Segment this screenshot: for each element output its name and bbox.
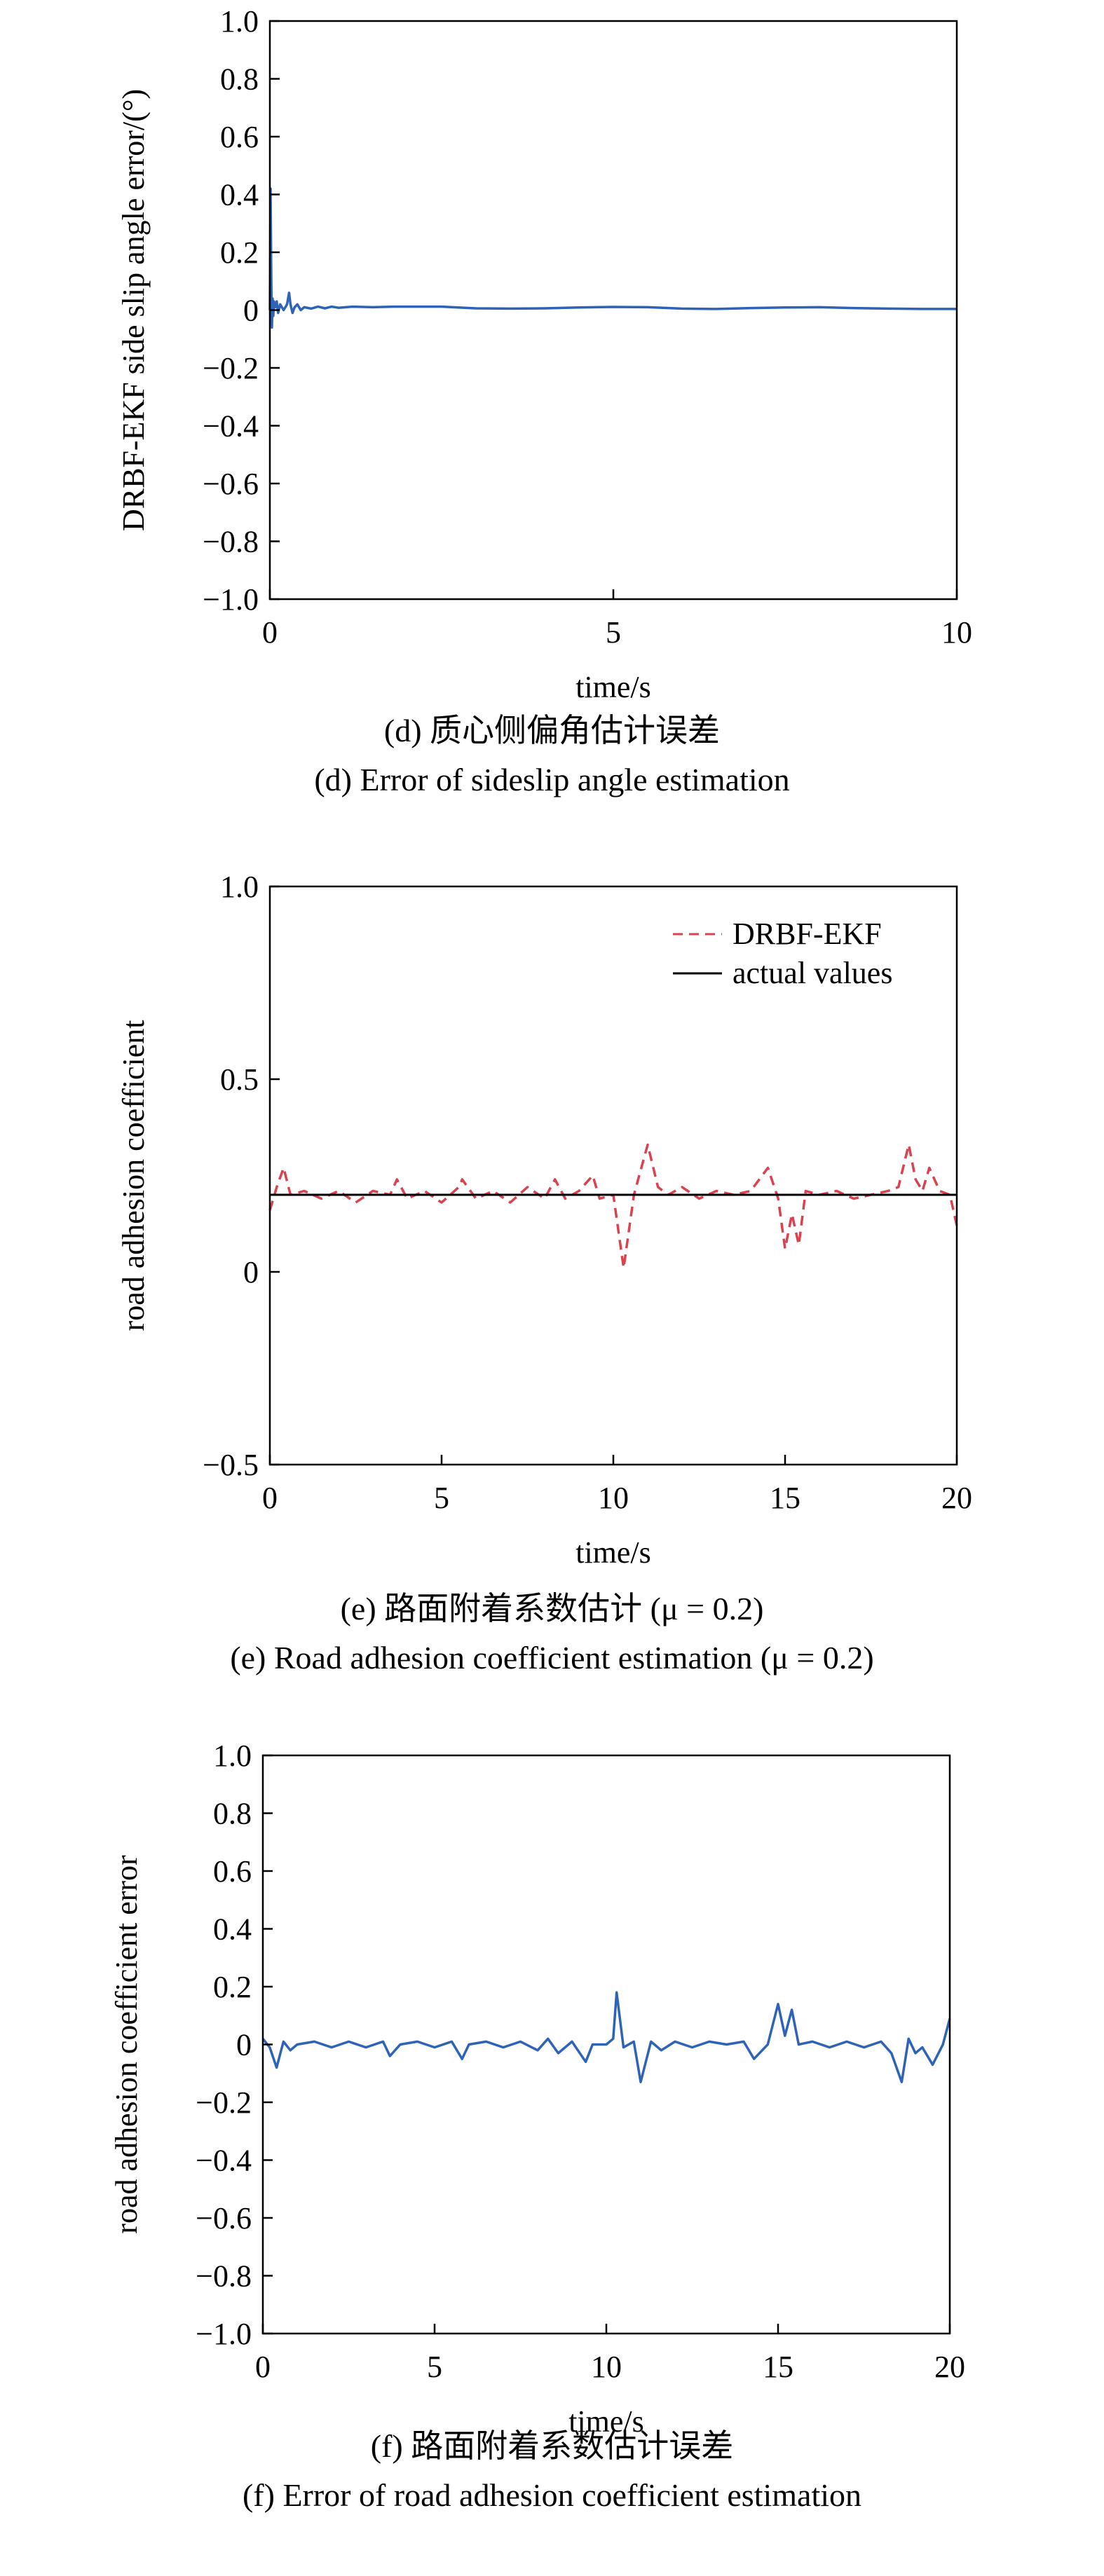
y-tick-label-d-2: 0.6 <box>220 120 259 154</box>
x-axis-label-e: time/s <box>575 1535 651 1570</box>
x-tick-label-e-2: 10 <box>598 1481 629 1515</box>
plot-frame-d <box>268 20 958 601</box>
y-tick-label-d-6: −0.2 <box>203 351 259 385</box>
y-tick-label-f-9: −0.8 <box>196 2259 252 2294</box>
caption-d-english: (d) Error of sideslip angle estimation <box>314 762 790 797</box>
series-line-d-0 <box>268 187 957 329</box>
x-tick-label-d-0: 0 <box>262 615 278 650</box>
x-tick-label-e-1: 5 <box>434 1481 449 1515</box>
y-tick-label-f-10: −1.0 <box>196 2317 252 2351</box>
x-tick-label-e-3: 15 <box>770 1481 800 1515</box>
caption-d-chinese: (d) 质心侧偏角估计误差 <box>383 713 721 748</box>
x-tick-label-f-2: 10 <box>591 2350 622 2384</box>
y-tick-label-d-10: −1.0 <box>203 582 259 617</box>
y-tick-label-d-1: 0.8 <box>220 62 259 97</box>
legend-e: DRBF-EKF actual values <box>673 917 892 990</box>
x-tick-label-e-4: 20 <box>941 1481 972 1515</box>
x-tick-label-d-2: 10 <box>941 615 972 650</box>
y-tick-label-d-7: −0.4 <box>203 409 259 444</box>
legend-label-e-0: DRBF-EKF <box>732 917 882 951</box>
x-tick-label-f-1: 5 <box>427 2350 442 2384</box>
y-tick-label-f-5: 0 <box>236 2028 252 2062</box>
x-tick-label-e-0: 0 <box>262 1481 278 1515</box>
x-axis-label-d: time/s <box>575 670 651 704</box>
y-tick-label-f-7: −0.4 <box>196 2144 252 2178</box>
y-tick-label-d-4: 0.2 <box>220 235 259 270</box>
x-tick-label-d-1: 5 <box>606 615 621 650</box>
x-tick-label-f-3: 15 <box>763 2350 793 2384</box>
y-axis-label-f: road adhesion coefficient error <box>109 1855 144 2234</box>
y-axis-label-d: DRBF-EKF side slip angle error/(°) <box>116 89 151 531</box>
y-tick-label-f-6: −0.2 <box>196 2085 252 2120</box>
caption-f-english: (f) Error of road adhesion coefficient e… <box>242 2477 862 2513</box>
caption-f-chinese: (f) 路面附着系数估计误差 <box>370 2428 734 2464</box>
y-tick-label-d-5: 0 <box>243 294 259 328</box>
y-tick-label-e-0: 1.0 <box>220 870 259 904</box>
y-tick-label-f-8: −0.6 <box>196 2201 252 2235</box>
chart-panel-f: 0 5 10 15 20 1.0 0.8 0.6 0.4 0.2 0 −0.2 −0.4 −0.6 −0.8… <box>109 1739 965 2439</box>
legend-label-e-1: actual values <box>732 956 892 990</box>
y-tick-label-f-2: 0.6 <box>213 1854 252 1889</box>
x-axis-label-f: time/s <box>568 2404 644 2439</box>
x-tick-label-f-4: 20 <box>934 2350 965 2384</box>
y-axis-label-e: road adhesion coefficient <box>116 1020 151 1331</box>
series-line-e-0 <box>268 1143 958 1270</box>
y-tick-label-f-1: 0.8 <box>213 1797 252 1831</box>
caption-e-chinese: (e) 路面附着系数估计 (μ = 0.2) <box>340 1591 764 1626</box>
y-tick-label-d-8: −0.6 <box>203 467 259 501</box>
y-tick-label-e-2: 0 <box>243 1255 259 1289</box>
y-tick-label-e-1: 0.5 <box>220 1062 259 1097</box>
y-tick-label-f-3: 0.4 <box>213 1912 252 1947</box>
y-tick-label-f-0: 1.0 <box>213 1739 252 1773</box>
y-tick-label-f-4: 0.2 <box>213 1970 252 2004</box>
y-tick-label-e-3: −0.5 <box>203 1448 259 1482</box>
x-tick-label-f-0: 0 <box>255 2350 271 2384</box>
caption-e-english: (e) Road adhesion coefficient estimation… <box>230 1640 874 1676</box>
y-tick-label-d-3: 0.4 <box>220 178 259 212</box>
y-tick-label-d-9: −0.8 <box>203 525 259 559</box>
y-tick-label-d-0: 1.0 <box>220 4 259 39</box>
series-line-f-0 <box>261 1991 951 2083</box>
chart-panel-d: 0 5 10 1.0 0.8 0.6 0.4 0.2 0 −0.2 −0.4 −0.6 −0.8 −1.0… <box>116 4 972 704</box>
